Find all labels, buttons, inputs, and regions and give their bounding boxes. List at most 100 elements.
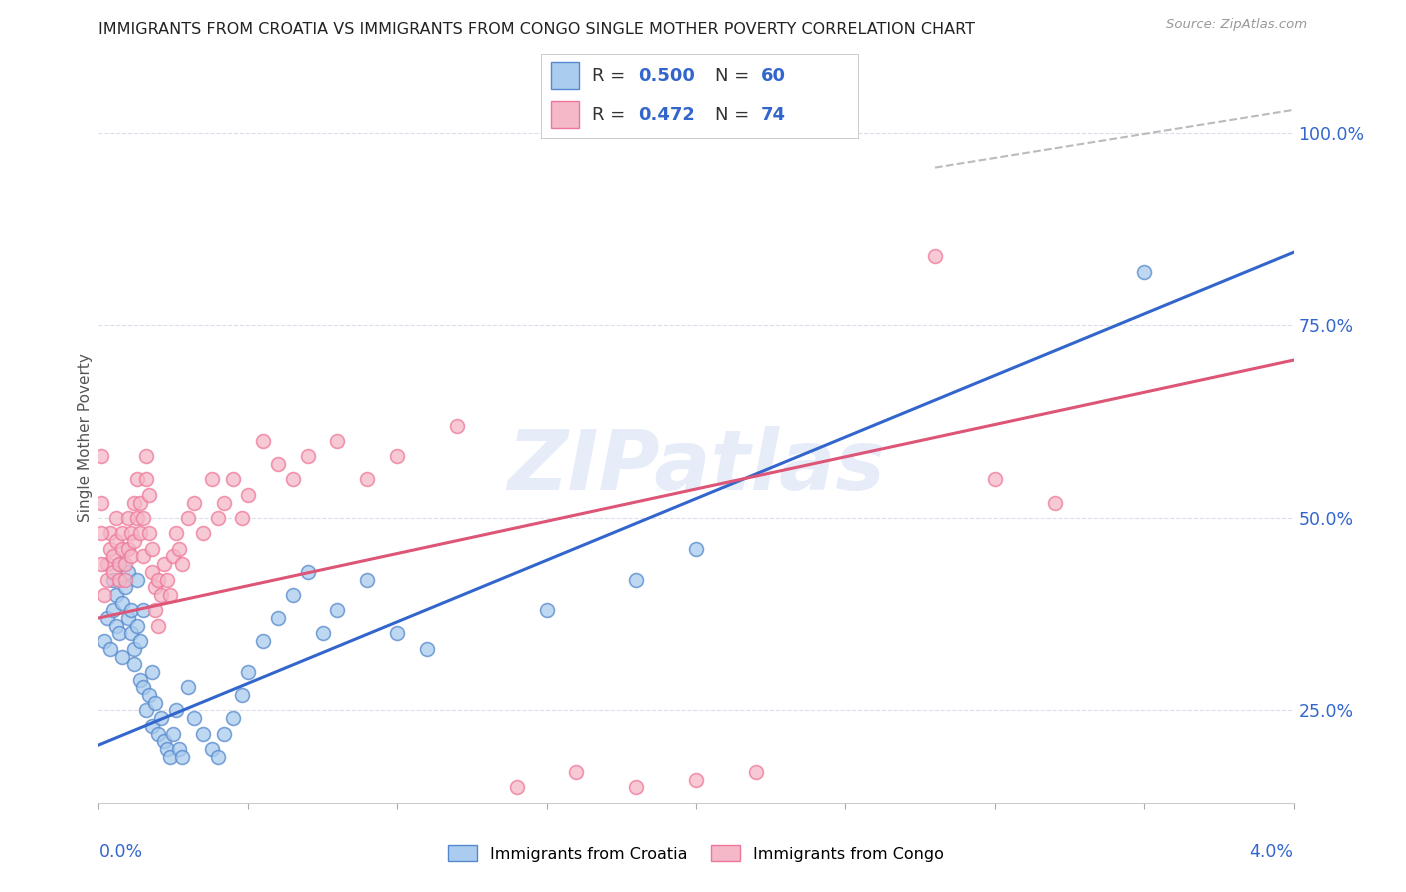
- Text: Source: ZipAtlas.com: Source: ZipAtlas.com: [1167, 18, 1308, 31]
- Point: [1043, 495, 1066, 509]
- Point: [96, 611, 118, 625]
- Text: 60: 60: [761, 67, 786, 85]
- Point: [135, 703, 157, 717]
- Point: [172, 749, 194, 764]
- Point: [183, 711, 205, 725]
- Point: [90, 526, 112, 541]
- Point: [129, 634, 152, 648]
- Point: [129, 526, 152, 541]
- Text: 74: 74: [761, 105, 786, 123]
- Point: [167, 742, 190, 756]
- Point: [124, 657, 146, 672]
- Point: [138, 488, 160, 502]
- Point: [114, 580, 136, 594]
- Point: [129, 673, 152, 687]
- Point: [141, 665, 163, 679]
- Point: [114, 573, 136, 587]
- Point: [141, 719, 163, 733]
- Text: 0.500: 0.500: [638, 67, 695, 85]
- Point: [183, 495, 205, 509]
- Point: [90, 557, 112, 571]
- Point: [177, 681, 200, 695]
- Point: [156, 573, 179, 587]
- Point: [506, 780, 529, 795]
- Point: [108, 626, 131, 640]
- Point: [120, 626, 142, 640]
- Point: [624, 780, 647, 795]
- Point: [135, 472, 157, 486]
- Point: [132, 511, 155, 525]
- Point: [565, 764, 588, 779]
- Point: [105, 511, 128, 525]
- Point: [267, 611, 290, 625]
- Point: [114, 557, 136, 571]
- Point: [124, 534, 146, 549]
- Point: [191, 526, 214, 541]
- Point: [127, 511, 149, 525]
- Text: 0.472: 0.472: [638, 105, 695, 123]
- Point: [127, 618, 149, 632]
- Point: [124, 641, 146, 656]
- Point: [98, 541, 122, 556]
- Point: [222, 472, 245, 486]
- Point: [132, 549, 155, 564]
- Point: [153, 557, 176, 571]
- Point: [96, 573, 118, 587]
- Point: [132, 603, 155, 617]
- Y-axis label: Single Mother Poverty: Single Mother Poverty: [77, 352, 93, 522]
- Point: [326, 603, 349, 617]
- Point: [117, 511, 139, 525]
- Point: [138, 526, 160, 541]
- Point: [416, 641, 439, 656]
- Point: [127, 472, 149, 486]
- Point: [191, 726, 214, 740]
- Point: [162, 726, 184, 740]
- Point: [156, 742, 179, 756]
- Point: [98, 526, 122, 541]
- Point: [1133, 264, 1156, 278]
- Point: [150, 588, 173, 602]
- Point: [150, 711, 173, 725]
- Point: [297, 565, 319, 579]
- Point: [105, 588, 128, 602]
- Point: [111, 649, 134, 664]
- Point: [222, 711, 245, 725]
- Point: [685, 772, 707, 787]
- Point: [297, 450, 319, 464]
- Point: [138, 688, 160, 702]
- Text: R =: R =: [592, 105, 631, 123]
- Point: [231, 511, 253, 525]
- Point: [132, 681, 155, 695]
- Point: [311, 626, 333, 640]
- Point: [385, 450, 409, 464]
- Point: [326, 434, 349, 448]
- Point: [90, 450, 112, 464]
- Point: [103, 565, 125, 579]
- Point: [165, 526, 187, 541]
- Point: [148, 618, 170, 632]
- Point: [281, 588, 304, 602]
- Point: [124, 495, 146, 509]
- Text: N =: N =: [716, 105, 755, 123]
- Point: [93, 634, 115, 648]
- Point: [201, 472, 224, 486]
- Point: [108, 557, 131, 571]
- Point: [536, 603, 558, 617]
- Text: 4.0%: 4.0%: [1250, 843, 1294, 861]
- Point: [117, 611, 139, 625]
- Point: [103, 573, 125, 587]
- Point: [236, 488, 259, 502]
- Point: [111, 526, 134, 541]
- Point: [165, 703, 187, 717]
- Point: [148, 726, 170, 740]
- Point: [159, 749, 181, 764]
- Point: [108, 573, 131, 587]
- Point: [446, 418, 468, 433]
- Point: [135, 450, 157, 464]
- Point: [153, 734, 176, 748]
- Point: [105, 618, 128, 632]
- Point: [103, 549, 125, 564]
- Point: [924, 249, 946, 263]
- Point: [129, 495, 152, 509]
- Bar: [551, 101, 579, 128]
